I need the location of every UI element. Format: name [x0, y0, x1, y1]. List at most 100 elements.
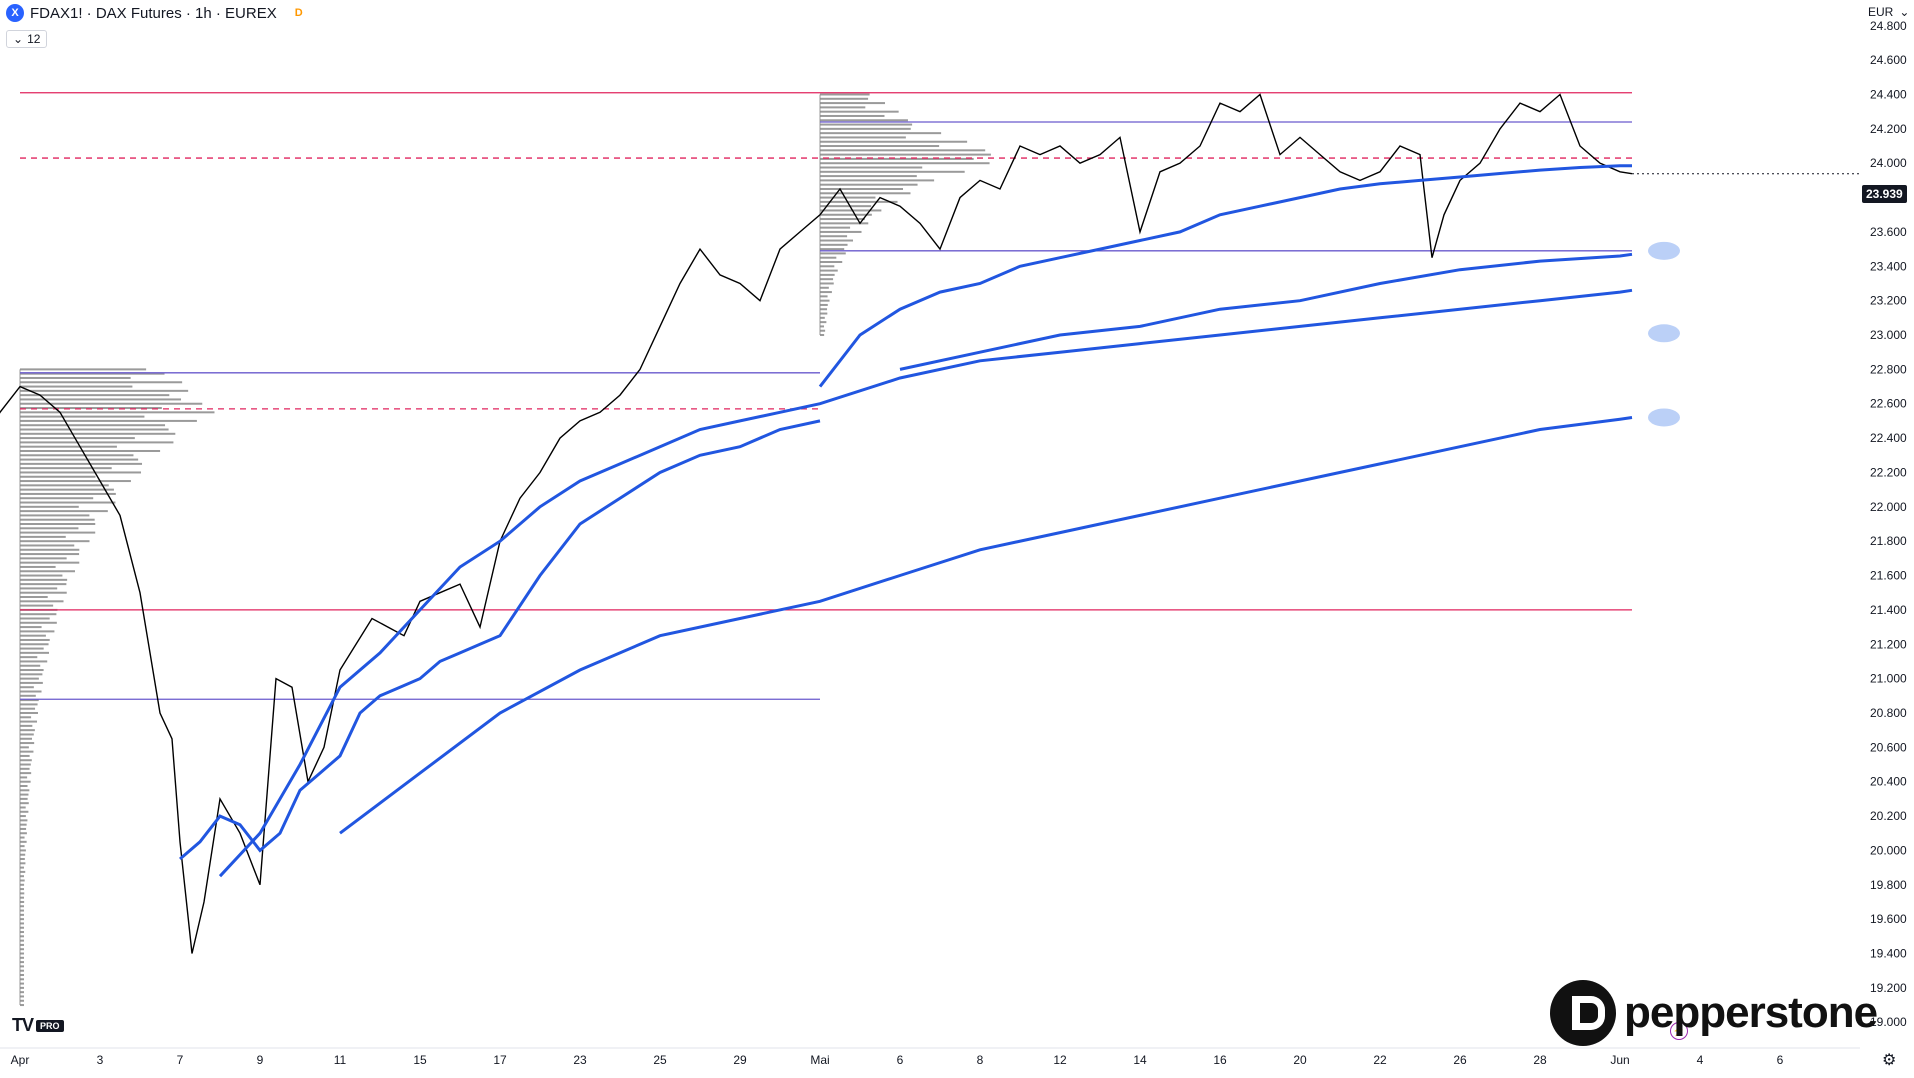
gear-icon[interactable]: ⚙ [1882, 1052, 1897, 1069]
profile-bar [20, 733, 34, 736]
y-tick-label: 24.400 [1870, 87, 1907, 101]
tv-pro-badge: PRO [36, 1019, 64, 1032]
profile-bar [20, 973, 24, 976]
profile-bar [20, 596, 48, 599]
profile-bar [20, 454, 134, 457]
profile-bar [20, 488, 114, 491]
vwap-line [818, 164, 1632, 388]
profile-bar [20, 746, 29, 749]
profile-bar [20, 793, 29, 796]
indicators-toggle[interactable]: ⌄ 12 [6, 30, 48, 48]
profile-bar [820, 226, 851, 229]
profile-bar [20, 591, 67, 594]
profile-bar [20, 763, 31, 766]
profile-bar [820, 291, 832, 294]
y-tick-label: 22.600 [1870, 397, 1907, 411]
profile-bar [820, 205, 872, 208]
y-tick-label: 22.400 [1870, 431, 1907, 445]
profile-bar [20, 836, 25, 839]
profile-bar [20, 802, 29, 805]
y-tick-label: 22.800 [1870, 362, 1907, 376]
volume-profiles [19, 93, 991, 1007]
profile-bar [820, 278, 834, 281]
profile-bar [20, 583, 67, 586]
currency-selector[interactable]: EUR ⌄ [1868, 5, 1909, 19]
chart-title[interactable]: FDAX1! · DAX Futures · 1h · EUREX [30, 4, 277, 22]
profile-bar [820, 329, 826, 332]
chart-header: X FDAX1! · DAX Futures · 1h · EUREX D [6, 4, 307, 22]
profile-bar [20, 978, 24, 981]
y-tick-label: 24.000 [1870, 156, 1907, 170]
profile-bar [820, 127, 911, 130]
profile-bar [20, 617, 50, 620]
profile-bar [820, 162, 990, 165]
profile-bar [20, 570, 75, 573]
profile-bar [20, 883, 25, 886]
profile-bar [820, 183, 918, 186]
profile-bar [20, 535, 66, 538]
profile-bar [20, 995, 24, 998]
y-tick-label: 23.200 [1870, 294, 1907, 308]
profile-bar [820, 325, 825, 328]
profile-bar [20, 643, 49, 646]
profile-bar [820, 303, 828, 306]
profile-bar [820, 93, 870, 96]
profile-bar [20, 797, 28, 800]
x-tick-label: 22 [1373, 1053, 1387, 1067]
profile-bar [20, 742, 35, 745]
profile-bar [20, 458, 139, 461]
profile-bar [820, 153, 991, 156]
profile-bar [820, 187, 904, 190]
profile-bar [820, 209, 882, 212]
profile-bar [20, 724, 33, 727]
y-tick-label: 20.600 [1870, 740, 1907, 754]
profile-bar [20, 651, 50, 654]
profile-bar [20, 720, 38, 723]
profile-bar [20, 767, 30, 770]
profile-bar [20, 935, 24, 938]
delayed-data-badge[interactable]: D [294, 7, 303, 19]
profile-bar [20, 879, 25, 882]
profile-bar [20, 858, 25, 861]
y-tick-label: 20.800 [1870, 706, 1907, 720]
profile-bar [20, 815, 26, 818]
profile-bar [820, 132, 942, 135]
lightning-icon[interactable]: ⚡ [1670, 1022, 1688, 1040]
tv-mark: TV [12, 1015, 34, 1035]
profile-bar [820, 196, 876, 199]
profile-bar [820, 282, 834, 285]
profile-bar [20, 875, 24, 878]
y-tick-label: 21.400 [1870, 603, 1907, 617]
y-tick-label: 21.200 [1870, 637, 1907, 651]
profile-bar [20, 754, 30, 757]
profile-bar [820, 213, 872, 216]
profile-bar [820, 256, 837, 259]
tradingview-logo[interactable]: TV PRO [12, 1015, 64, 1036]
profile-bar [20, 553, 80, 556]
horizontal-levels [20, 92, 1860, 700]
profile-bar [20, 819, 28, 822]
chevron-down-icon: ⌄ [1899, 5, 1910, 19]
profile-bar [20, 449, 161, 452]
profile-bar [820, 265, 835, 268]
profile-bar [20, 707, 36, 710]
price-line [0, 93, 1633, 954]
profile-bar [20, 686, 34, 689]
y-tick-label: 20.000 [1870, 843, 1907, 857]
x-tick-label: 8 [977, 1053, 984, 1067]
profile-bar [820, 321, 827, 324]
profile-bar [20, 419, 197, 422]
symbol-icon[interactable]: X [6, 4, 24, 22]
profile-bar [20, 484, 109, 487]
profile-bar [20, 849, 26, 852]
x-tick-label: 11 [334, 1053, 347, 1067]
profile-bar [20, 475, 96, 478]
profile-bar [20, 441, 174, 444]
profile-bar [20, 467, 112, 470]
profile-bar [20, 1004, 24, 1007]
profile-bar [20, 497, 94, 500]
profile-bar [20, 565, 56, 568]
profile-bar [20, 823, 27, 826]
